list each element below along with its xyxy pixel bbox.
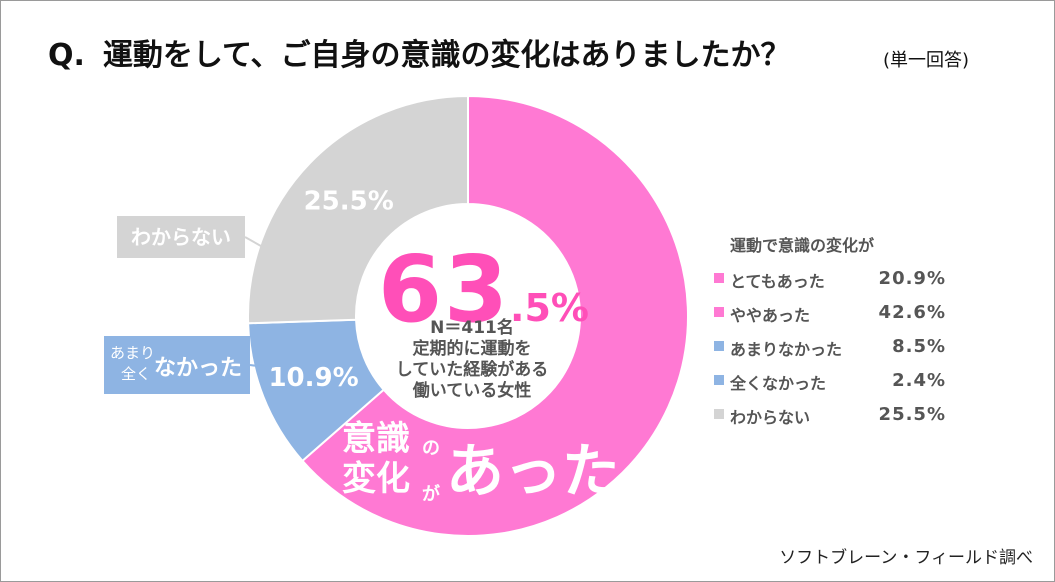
center-big-number: 63 — [378, 236, 511, 343]
legend: 運動で意識の変化が とてもあった 20.9% ややあった 42.6% あまりなかった… — [712, 232, 962, 438]
legend-label: ややあった — [730, 306, 811, 325]
slice-value-label: 10.9% — [268, 363, 358, 393]
slogan-line-2: 変化 — [342, 459, 410, 499]
question-prefix: Q. — [48, 38, 85, 73]
legend-swatch — [714, 409, 724, 419]
legend-label: わからない — [730, 408, 811, 427]
legend-title: 運動で意識の変化が — [730, 236, 875, 255]
sample-size: N＝411名 — [430, 318, 514, 338]
legend-item: あまりなかった 8.5% — [712, 336, 962, 370]
slogan-ga: が — [422, 484, 440, 505]
legend-value: 2.4% — [892, 370, 946, 391]
slice-changed — [300, 94, 689, 537]
desc-line-3: 働いている女性 — [412, 381, 532, 401]
legend-value: 25.5% — [878, 404, 946, 425]
legend-swatch — [714, 307, 724, 317]
slice-value-label: 25.5% — [304, 187, 394, 217]
answer-type-note: (単一回答) — [883, 50, 970, 71]
legend-item: ややあった 42.6% — [712, 302, 962, 336]
leader-line-unknown — [244, 236, 269, 251]
callout-unknown: わからない — [117, 216, 245, 258]
legend-swatch — [714, 375, 724, 385]
callout-not-big: なかった — [154, 356, 243, 381]
desc-line-2: していた経験がある — [395, 360, 549, 380]
question-text: 運動をして、ご自身の意識の変化はありましたか？ — [102, 38, 791, 73]
slogan-no: の — [422, 438, 440, 459]
legend-label: とてもあった — [730, 272, 825, 291]
legend-swatch — [714, 273, 724, 283]
center-percentage: 63.5% — [378, 236, 589, 343]
callout-not-small-1: あまり — [110, 344, 156, 362]
legend-label: あまりなかった — [730, 340, 843, 359]
legend-item: 全くなかった 2.4% — [712, 370, 962, 404]
center-decimal: .5% — [510, 286, 589, 330]
question-title: Q. 運動をして、ご自身の意識の変化はありましたか？ — [48, 30, 791, 74]
center-description: N＝411名 定期的に運動を していた経験がある 働いている女性 — [382, 318, 562, 402]
desc-line-1: 定期的に運動を — [412, 339, 532, 359]
legend-swatch — [714, 341, 724, 351]
callout-not-small-2: 全く — [121, 365, 152, 383]
source-credit: ソフトブレーン・フィールド調べ — [779, 548, 1033, 568]
legend-value: 42.6% — [878, 302, 946, 323]
legend-label: 全くなかった — [730, 374, 827, 393]
leader-line-not — [249, 364, 273, 369]
legend-value: 20.9% — [878, 268, 946, 289]
legend-value: 8.5% — [892, 336, 946, 357]
slogan-line-1: 意識 — [342, 419, 410, 459]
slice-unknown — [247, 94, 469, 325]
callout-not: あまり 全く なかった — [104, 336, 250, 394]
legend-item: わからない 25.5% — [712, 404, 962, 438]
slogan-atta: あった — [446, 437, 621, 505]
legend-item: とてもあった 20.9% — [712, 268, 962, 302]
